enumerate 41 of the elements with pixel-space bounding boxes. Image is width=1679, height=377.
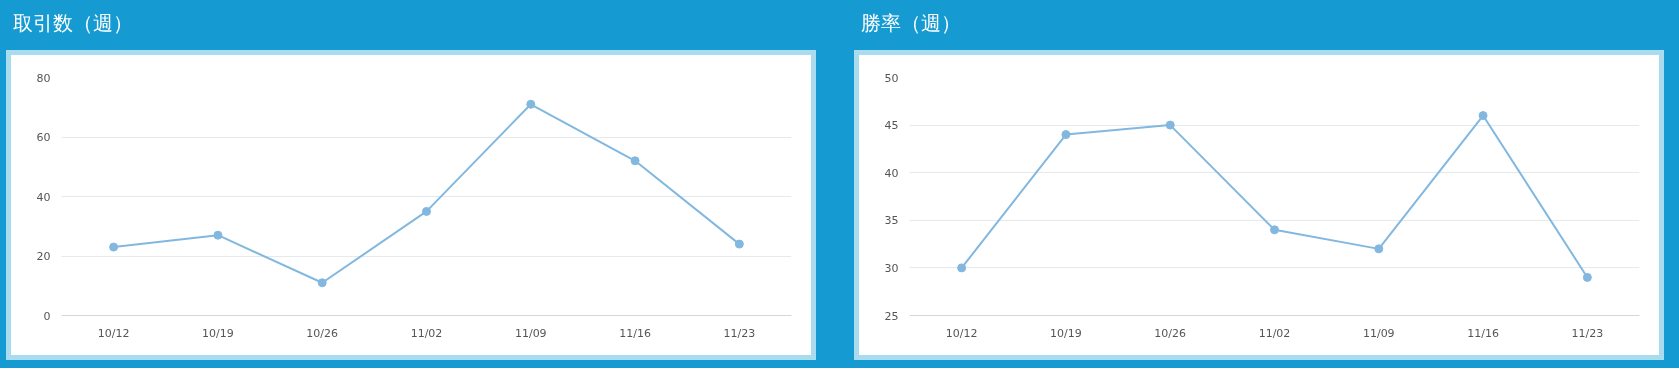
y-tick-label: 30 (884, 261, 899, 275)
point (526, 99, 536, 109)
y-tick-label: 20 (36, 250, 51, 263)
x-tick-label: 11/09 (1362, 326, 1395, 340)
y-tick-label: 25 (884, 309, 899, 323)
y-tick-label: 80 (36, 71, 51, 85)
chart-title: 勝率（週） (861, 10, 961, 37)
y-tick-label: 40 (36, 190, 51, 204)
point (1374, 244, 1384, 254)
x-tick-label: 11/23 (723, 326, 756, 340)
x-tick-label: 10/12 (945, 326, 978, 340)
x-tick-label: 10/19 (202, 326, 234, 340)
point (1478, 111, 1488, 121)
point (1582, 272, 1592, 282)
x-tick-label: 10/19 (1050, 326, 1082, 340)
x-tick-label: 11/23 (1571, 326, 1604, 340)
x-tick-label: 10/26 (1154, 326, 1187, 340)
x-tick-label: 11/02 (410, 326, 443, 340)
point (109, 242, 119, 252)
y-tick-label: 60 (36, 131, 51, 144)
y-tick-label: 0 (43, 309, 51, 323)
point (734, 239, 744, 249)
point (957, 263, 967, 273)
point (1061, 130, 1071, 140)
x-tick-label: 11/09 (514, 326, 547, 340)
x-tick-label: 10/12 (97, 326, 130, 340)
y-tick-label: 40 (884, 166, 899, 180)
chart-title: 取引数（週） (13, 10, 133, 37)
y-tick-label: 50 (884, 71, 899, 85)
y-tick-label: 45 (884, 119, 899, 133)
x-tick-label: 11/02 (1258, 326, 1291, 340)
point (1270, 225, 1279, 235)
x-tick-label: 11/16 (619, 326, 651, 340)
y-tick-label: 35 (884, 214, 899, 228)
point (630, 156, 640, 166)
point (422, 206, 431, 216)
point (1165, 120, 1175, 130)
point (213, 230, 223, 240)
x-tick-label: 10/26 (306, 326, 339, 340)
x-tick-label: 11/16 (1467, 326, 1499, 340)
point (317, 278, 327, 288)
